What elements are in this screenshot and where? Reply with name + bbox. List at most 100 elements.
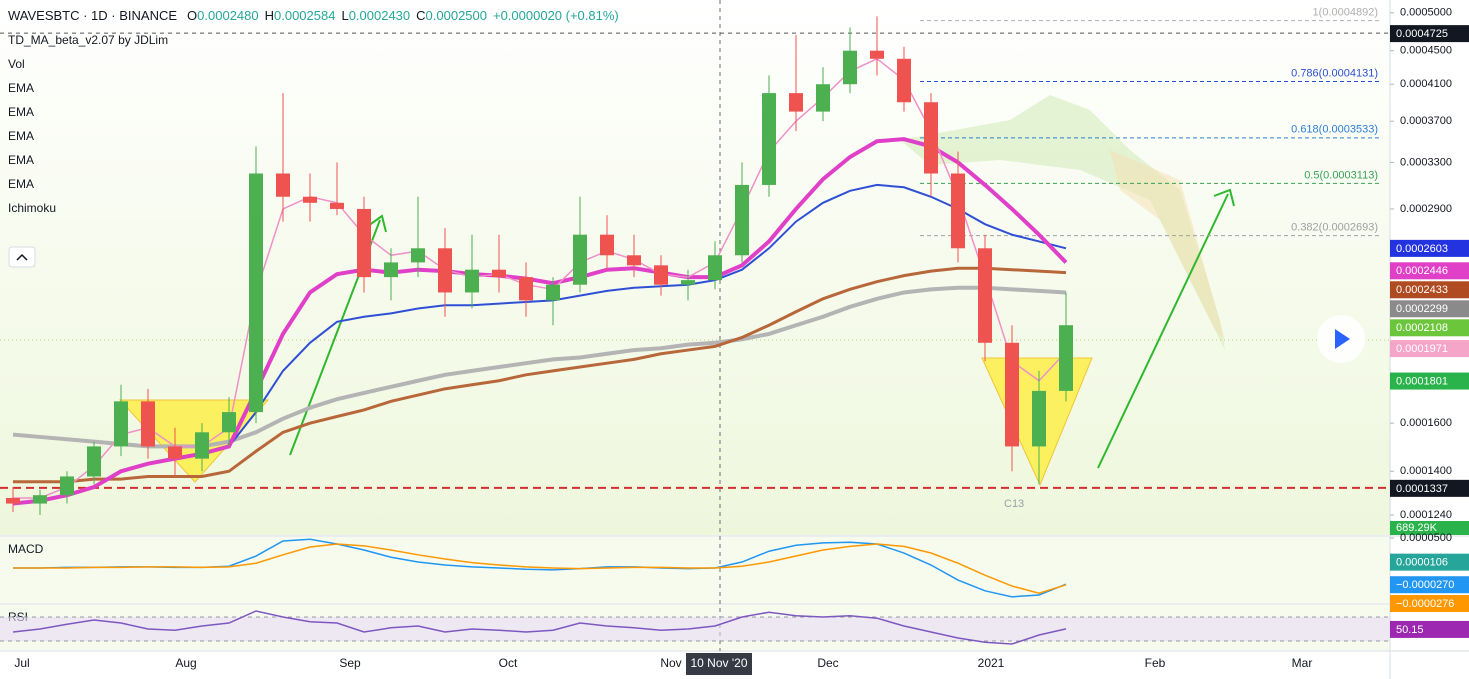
line-series xyxy=(12,137,1068,506)
candle-body xyxy=(816,84,830,112)
indicator-name: Ichimoku xyxy=(8,201,56,215)
price-pane xyxy=(0,0,1390,535)
price-tag-label: 0.0001801 xyxy=(1396,375,1448,387)
candle-body xyxy=(654,265,668,285)
candle-body xyxy=(897,58,911,103)
candle-body xyxy=(195,432,209,459)
candle-body xyxy=(303,196,317,203)
candle-body xyxy=(141,401,155,447)
rsi-band xyxy=(0,617,1390,641)
crosshair-time-box xyxy=(686,653,752,675)
candle-body xyxy=(492,269,506,278)
candle-body xyxy=(114,401,128,447)
y-tick-label: 0.0000500 xyxy=(1400,532,1452,544)
price-tag-label: 0.0002446 xyxy=(1396,265,1448,277)
y-tick-label: 0.0005000 xyxy=(1400,7,1452,19)
price-tag xyxy=(1390,620,1469,638)
indicator-name: EMA xyxy=(8,177,34,191)
candle-body xyxy=(546,284,560,301)
candle-body xyxy=(978,248,992,343)
price-tag-label: −0.0000276 xyxy=(1396,598,1454,610)
volume-tag-label: 689.29K xyxy=(1396,522,1438,534)
price-tag xyxy=(1390,319,1469,337)
candle-body xyxy=(789,93,803,112)
candle-body xyxy=(168,446,182,459)
candle-body xyxy=(465,269,479,293)
candle-body xyxy=(87,446,101,477)
price-tag-label: 0.0002108 xyxy=(1396,322,1448,334)
x-tick-label: Nov xyxy=(660,656,681,670)
price-tag-label: 0.0002299 xyxy=(1396,303,1448,315)
x-tick-label: Feb xyxy=(1145,656,1166,670)
candle-body xyxy=(411,248,425,263)
candle-body xyxy=(60,476,74,496)
pattern-label: C13 xyxy=(1004,498,1024,510)
price-tag xyxy=(1390,25,1469,43)
candle-body xyxy=(1005,342,1019,447)
arrow-head xyxy=(1213,188,1235,207)
header: WAVESBTC · 1D · BINANCE O0.0002480 H0.0002… xyxy=(8,8,619,23)
price-tag xyxy=(1390,340,1469,358)
x-tick-label: Oct xyxy=(499,656,518,670)
candle-body xyxy=(249,173,263,413)
price-tag xyxy=(1390,262,1469,280)
price-tag xyxy=(1390,576,1469,594)
indicator-name: Vol xyxy=(8,57,25,71)
candle-body xyxy=(627,255,641,266)
ohlc-key: O xyxy=(187,8,197,23)
indicator-name: EMA xyxy=(8,153,34,167)
price-tag xyxy=(1390,595,1469,612)
collapse-button[interactable] xyxy=(8,246,36,268)
price-tag xyxy=(1390,553,1469,571)
indicator-name: TD_MA_beta_v2.07 by JDLim xyxy=(8,33,168,47)
line-series xyxy=(12,610,1067,645)
line-series xyxy=(13,57,1067,499)
crosshair-time: 10 Nov '20 xyxy=(691,656,748,670)
candle-body xyxy=(762,93,776,185)
line-series xyxy=(13,266,1067,484)
candle-body xyxy=(357,208,371,278)
indicator-name: EMA xyxy=(8,105,34,119)
x-tick-label: Sep xyxy=(339,656,361,670)
candle-body xyxy=(6,497,20,504)
y-tick-label: 0.0003700 xyxy=(1400,115,1452,127)
arrow-head xyxy=(367,214,387,233)
price-tag xyxy=(1390,281,1469,299)
candle-body xyxy=(843,50,857,85)
ohlc-value: 0.0002480 xyxy=(197,8,258,23)
price-tag-label: 0.0002433 xyxy=(1396,284,1448,296)
candle-body xyxy=(330,202,344,209)
fib-label: 1(0.0004892) xyxy=(1313,7,1378,19)
candle-body xyxy=(573,234,587,285)
x-tick-label: Dec xyxy=(817,656,838,670)
ohlc-key: C xyxy=(416,8,425,23)
candle-body xyxy=(33,495,47,504)
fib-label: 0.382(0.0002693) xyxy=(1291,222,1378,234)
candle-body xyxy=(924,102,938,174)
candle-body xyxy=(222,412,236,433)
x-tick-label: Jul xyxy=(14,656,29,670)
fib-label: 0.5(0.0003113) xyxy=(1304,169,1378,181)
price-tag-label: 50.15 xyxy=(1396,624,1424,636)
marks: 1(0.0004892) 0.786(0.0004131) 0.618(0.0003… xyxy=(0,7,1390,645)
change: +0.0000020 (+0.81%) xyxy=(493,8,619,23)
ohlc-value: 0.0002584 xyxy=(274,8,335,23)
candle-body xyxy=(708,255,722,281)
price-tag-label: 0.0000106 xyxy=(1396,557,1448,569)
candle-body xyxy=(438,248,452,293)
candle-body xyxy=(951,173,965,249)
candle-body xyxy=(1059,325,1073,391)
y-tick-label: 0.0002900 xyxy=(1400,203,1452,215)
fib-label: 0.786(0.0004131) xyxy=(1291,67,1378,79)
y-tick-label: 0.0004100 xyxy=(1400,78,1452,90)
arrow xyxy=(1097,193,1229,469)
y-tick-label: 0.0003300 xyxy=(1400,156,1452,168)
fib-label: 0.618(0.0003533) xyxy=(1291,124,1378,136)
indicator-name: EMA xyxy=(8,129,34,143)
price-tag xyxy=(1390,239,1469,257)
pane-title: MACD xyxy=(8,542,44,556)
y-tick-label: 0.0001400 xyxy=(1400,465,1452,477)
price-tag-label: 0.0001971 xyxy=(1396,343,1448,355)
collapse-icon xyxy=(16,253,28,261)
price-tag xyxy=(1390,300,1469,318)
